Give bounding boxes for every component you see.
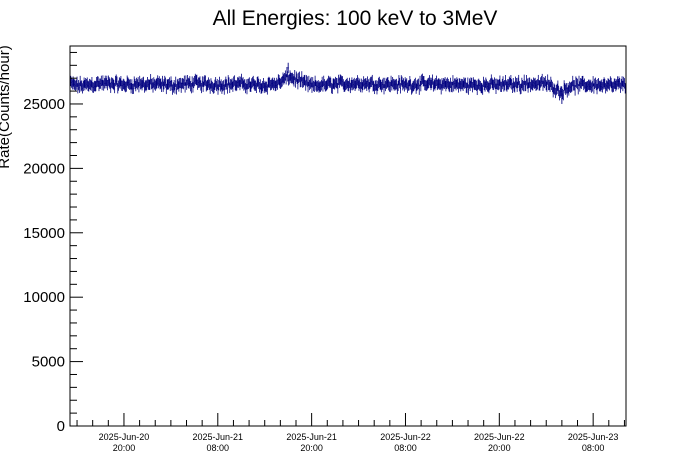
- y-tick-label: 25000: [23, 96, 65, 113]
- x-axis: 2025-Jun-2020:002025-Jun-2108:002025-Jun…: [76, 413, 625, 453]
- x-tick-label-date: 2025-Jun-23: [568, 432, 619, 442]
- x-tick-label-date: 2025-Jun-21: [193, 432, 244, 442]
- y-tick-label: 10000: [23, 289, 65, 306]
- plot-frame: [69, 45, 627, 427]
- chart-title: All Energies: 100 keV to 3MeV: [213, 7, 498, 30]
- y-axis-label: Rate(Counts/hour): [0, 45, 13, 168]
- y-tick-label: 5000: [32, 354, 65, 371]
- y-axis: 0 5000 10000 15000 20000 25000: [23, 51, 83, 435]
- y-tick-label: 20000: [23, 160, 65, 177]
- x-tick-label-time: 20:00: [113, 443, 136, 453]
- x-tick-label-time: 08:00: [394, 443, 417, 453]
- x-tick-label-time: 08:00: [207, 443, 230, 453]
- x-tick-label-date: 2025-Jun-22: [474, 432, 525, 442]
- data-series: [69, 62, 626, 104]
- x-tick-label-time: 08:00: [582, 443, 605, 453]
- x-tick-label-date: 2025-Jun-22: [380, 432, 431, 442]
- y-tick-label: 0: [57, 418, 65, 435]
- x-tick-label-time: 20:00: [488, 443, 511, 453]
- x-tick-label-date: 2025-Jun-20: [99, 432, 150, 442]
- x-tick-label-time: 20:00: [300, 443, 323, 453]
- y-tick-label: 15000: [23, 225, 65, 242]
- x-tick-label-date: 2025-Jun-21: [286, 432, 337, 442]
